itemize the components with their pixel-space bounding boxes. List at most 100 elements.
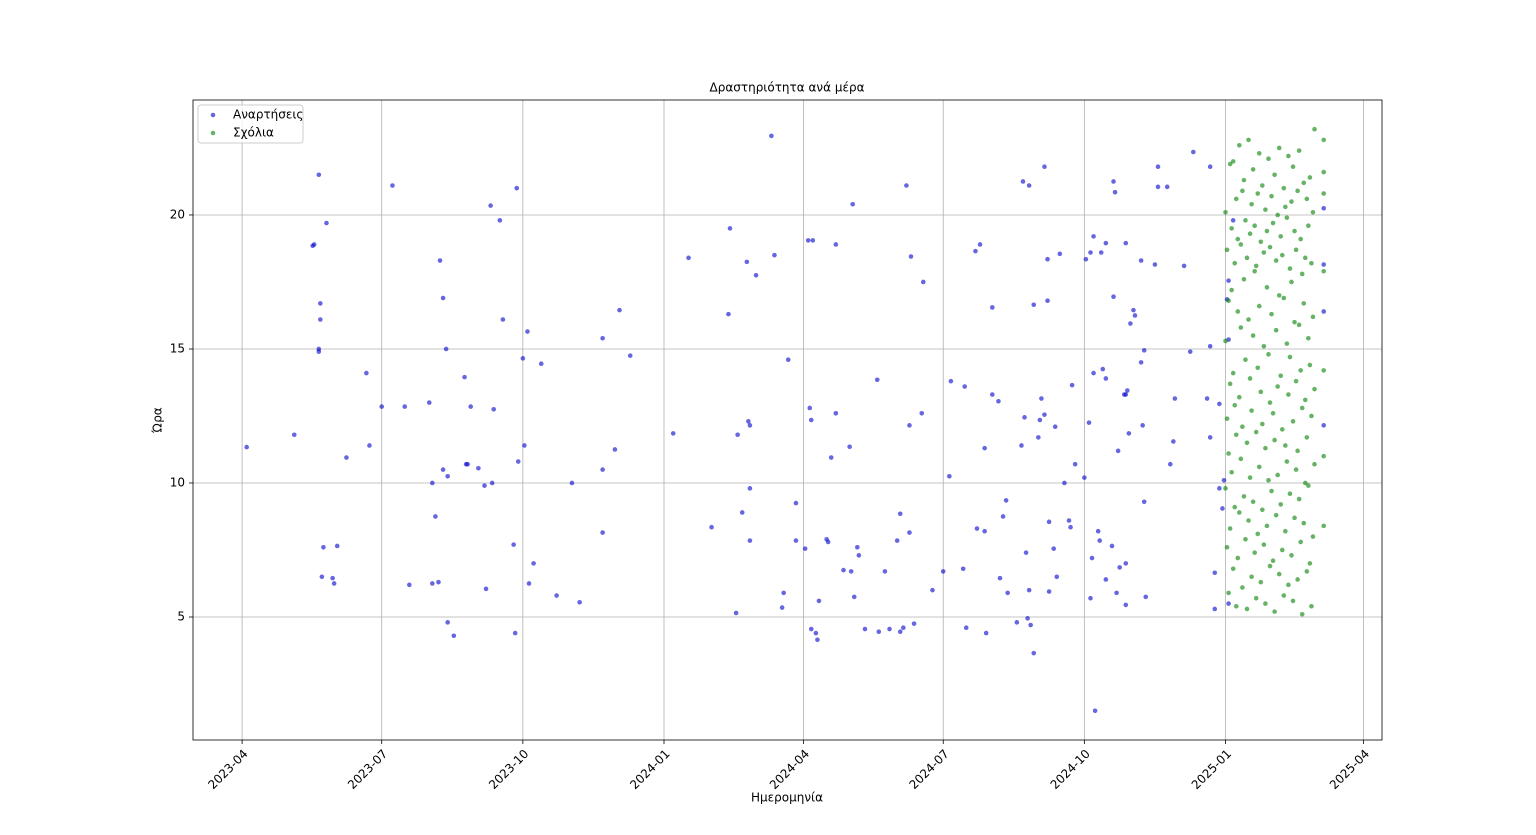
- point: [468, 404, 473, 409]
- point: [1143, 594, 1149, 600]
- point: [1141, 348, 1147, 353]
- point: [1115, 448, 1121, 454]
- point: [1278, 373, 1284, 379]
- legend-label: Σχόλια: [233, 126, 274, 140]
- point: [1212, 570, 1218, 576]
- point: [1057, 251, 1063, 257]
- point: [1229, 469, 1234, 475]
- point: [569, 480, 575, 486]
- point: [1286, 582, 1291, 588]
- point: [1042, 412, 1047, 417]
- point: [291, 432, 297, 438]
- point: [940, 569, 946, 574]
- x-tick-label: 2023-04: [205, 747, 250, 792]
- point: [1244, 606, 1250, 612]
- point: [1258, 389, 1264, 395]
- point: [851, 594, 857, 600]
- point: [1233, 603, 1239, 609]
- point: [445, 620, 450, 625]
- point: [1302, 397, 1308, 403]
- plot-frame: [192, 99, 1383, 741]
- point: [1020, 179, 1026, 184]
- point: [747, 486, 753, 491]
- x-axis-label: Ημερομηνία: [751, 791, 823, 805]
- point: [727, 226, 733, 231]
- point: [802, 546, 808, 551]
- point: [1258, 579, 1264, 585]
- point: [1290, 598, 1296, 604]
- point: [514, 185, 520, 191]
- point: [1258, 239, 1264, 245]
- point: [1082, 475, 1087, 480]
- point: [1312, 386, 1317, 392]
- point: [746, 419, 751, 424]
- point: [627, 353, 633, 358]
- point: [1187, 349, 1193, 354]
- point: [445, 473, 450, 479]
- point: [1321, 268, 1327, 274]
- point: [876, 629, 882, 635]
- point: [887, 626, 892, 632]
- point: [1296, 496, 1302, 502]
- point: [1261, 542, 1267, 547]
- point: [407, 582, 412, 588]
- point: [1272, 437, 1277, 443]
- point: [367, 443, 372, 448]
- point: [1237, 510, 1242, 515]
- point: [1111, 179, 1116, 184]
- point: [1295, 448, 1300, 454]
- point: [1088, 595, 1093, 601]
- point: [1232, 260, 1238, 266]
- x-tick-label: 2024-07: [906, 747, 951, 792]
- point: [1241, 177, 1247, 183]
- point: [947, 473, 952, 479]
- point: [482, 483, 487, 488]
- point: [1284, 341, 1290, 346]
- point: [443, 346, 449, 352]
- point: [911, 621, 917, 626]
- point: [1152, 262, 1158, 267]
- point: [1207, 435, 1213, 440]
- point: [451, 633, 457, 639]
- point: [1312, 126, 1317, 132]
- point: [1269, 193, 1274, 199]
- point: [960, 566, 966, 572]
- point: [1204, 396, 1210, 401]
- point: [1256, 464, 1262, 470]
- x-tick-label: 2023-07: [345, 747, 390, 792]
- point: [919, 410, 925, 416]
- point: [1238, 325, 1244, 330]
- point: [856, 553, 862, 558]
- point: [1279, 547, 1285, 553]
- point: [1190, 149, 1196, 155]
- point: [874, 377, 880, 383]
- point: [1235, 236, 1241, 242]
- point: [1036, 435, 1041, 440]
- point: [733, 610, 739, 616]
- point: [1250, 167, 1256, 172]
- point: [1253, 429, 1259, 435]
- point: [1172, 396, 1178, 401]
- point: [1261, 250, 1267, 255]
- point: [321, 545, 326, 550]
- point: [1276, 571, 1282, 577]
- point: [364, 370, 369, 376]
- point: [1301, 180, 1307, 186]
- point: [779, 605, 785, 610]
- point: [324, 220, 329, 226]
- point: [1230, 370, 1236, 376]
- point: [1039, 396, 1044, 401]
- point: [1283, 528, 1288, 534]
- point: [1260, 507, 1265, 513]
- point: [1217, 486, 1222, 491]
- point: [982, 445, 987, 451]
- point: [1290, 164, 1296, 170]
- point: [996, 398, 1001, 404]
- point: [1227, 526, 1233, 531]
- x-tick-label: 2024-04: [767, 747, 812, 792]
- point: [1171, 439, 1176, 444]
- point: [1293, 378, 1299, 384]
- point: [1131, 307, 1136, 313]
- point: [330, 575, 335, 581]
- point: [1298, 368, 1303, 373]
